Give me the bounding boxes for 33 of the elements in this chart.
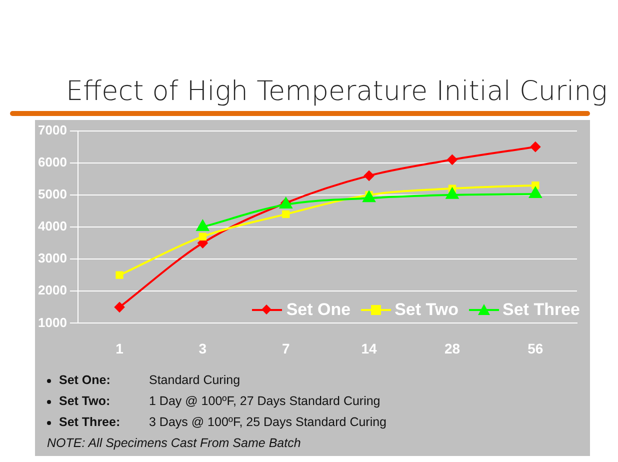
text: Set Two: 1 Day @ 100ºF, 27 Days Standard Curing [59, 394, 380, 408]
point [198, 232, 207, 240]
point [532, 181, 540, 190]
point [447, 154, 458, 165]
point [364, 170, 374, 181]
y-tick-label: 4000 [38, 218, 67, 234]
y-tick-label: 5000 [38, 186, 67, 202]
text: NOTE: All Specimens Cast From Same Batch [47, 435, 302, 452]
point [282, 210, 290, 218]
legend-label: Set Two [394, 300, 459, 320]
x-tick-label: 14 [361, 340, 378, 356]
y-tick-label: 7000 [38, 122, 67, 138]
x-tick-label: 1 [116, 340, 124, 356]
legend-label: Set One [286, 300, 351, 320]
x-tick-label: 56 [528, 340, 544, 356]
point [446, 188, 458, 199]
y-tick-label: 2000 [38, 282, 67, 298]
point [362, 191, 376, 202]
x-tick-label: 7 [282, 340, 290, 356]
point [196, 220, 209, 231]
point [530, 142, 540, 152]
y-tick-label: 1000 [38, 314, 67, 330]
text: Set Three: 3 Days @ 100ºF, 25 Days Standard Curing [59, 415, 387, 429]
y-tick-label: 6000 [38, 154, 67, 170]
chart-title: Effect of High Temperature Initial Curing [66, 76, 608, 107]
x-tick-label: 3 [198, 340, 207, 356]
x-tick-label: 28 [444, 340, 460, 356]
point [114, 302, 125, 312]
y-tick-label: 3000 [38, 250, 67, 266]
point [529, 186, 542, 198]
point [116, 271, 124, 279]
legend-label: Set Three [502, 300, 580, 320]
text: Set One: Standard Curing [59, 373, 240, 387]
